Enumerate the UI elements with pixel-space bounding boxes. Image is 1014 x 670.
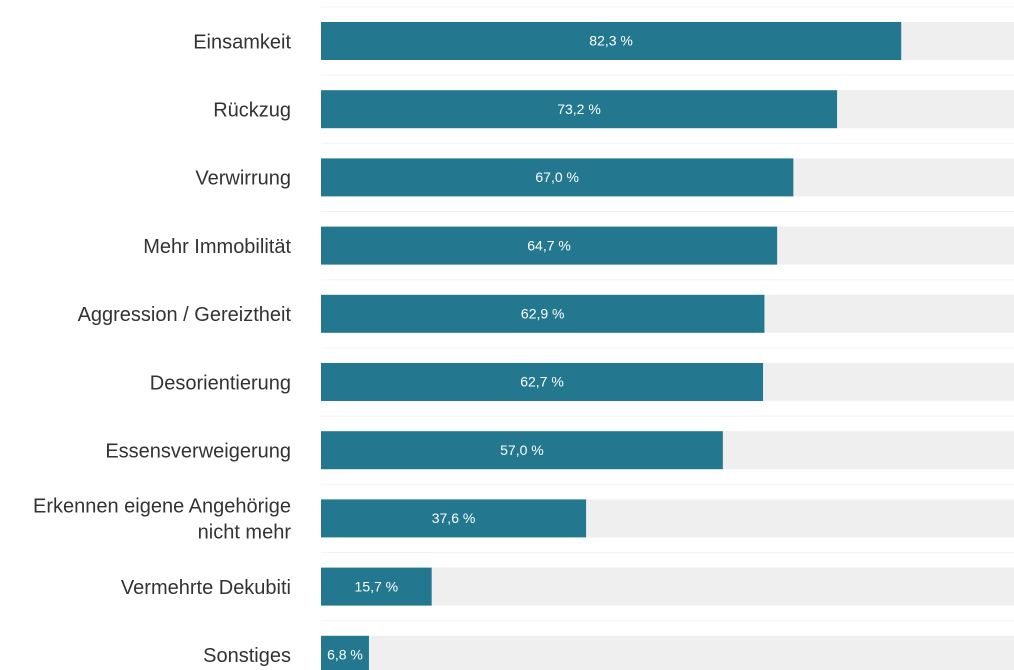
value-label: 67,0 % <box>535 169 579 185</box>
bar <box>321 567 432 606</box>
value-label: 6,8 % <box>327 647 363 663</box>
bar <box>321 431 723 470</box>
category-label: Erkennen eigene Angehörige nicht mehr <box>33 496 291 544</box>
bar <box>321 499 587 538</box>
category-label: Desorientierung <box>150 372 291 394</box>
category-label: Mehr Immobilität <box>143 236 291 258</box>
value-label: 64,7 % <box>527 237 571 253</box>
category-label: Rückzug <box>213 99 291 121</box>
value-label: 15,7 % <box>355 578 399 594</box>
category-label: Einsamkeit <box>193 31 291 53</box>
bar <box>321 226 778 265</box>
bar <box>321 363 764 401</box>
category-label: Aggression / Gereiztheit <box>78 304 292 326</box>
value-label: 82,3 % <box>589 33 633 49</box>
track <box>321 567 1014 606</box>
value-label: 57,0 % <box>500 442 544 458</box>
bar <box>321 90 838 129</box>
value-label: 73,2 % <box>557 101 601 117</box>
category-label: Sonstiges <box>203 645 291 667</box>
bar <box>321 294 765 333</box>
value-label: 62,9 % <box>521 306 565 322</box>
bar <box>321 22 902 60</box>
track <box>321 635 1014 670</box>
bar <box>321 635 369 670</box>
value-label: 37,6 % <box>432 510 476 526</box>
bar <box>321 158 794 197</box>
category-label: Essensverweigerung <box>105 440 291 462</box>
value-label: 62,7 % <box>520 374 564 390</box>
category-label: Vermehrte Dekubiti <box>121 577 291 599</box>
category-label: Verwirrung <box>195 168 291 190</box>
